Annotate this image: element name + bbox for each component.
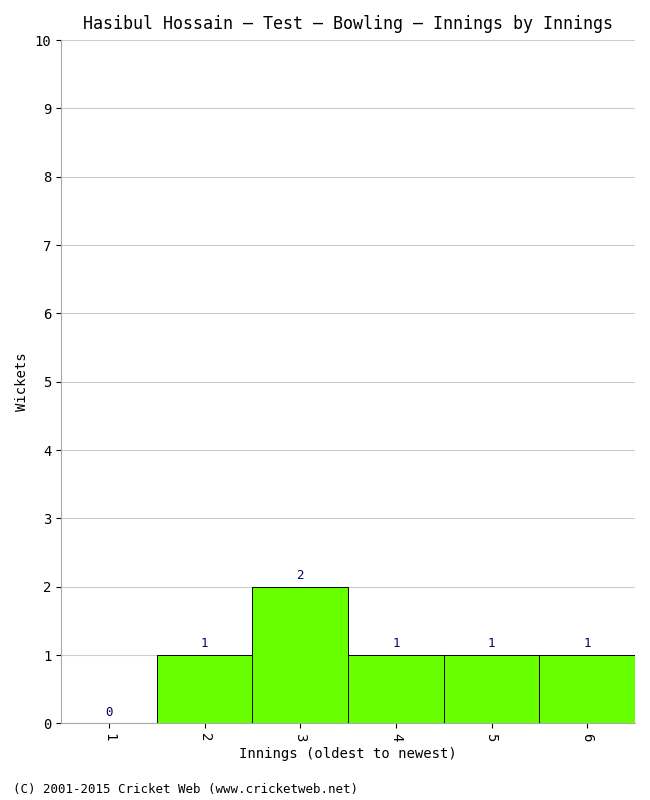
Bar	[540, 655, 635, 723]
Text: 1: 1	[201, 638, 208, 650]
Bar	[252, 586, 348, 723]
Text: 1: 1	[584, 638, 591, 650]
Text: (C) 2001-2015 Cricket Web (www.cricketweb.net): (C) 2001-2015 Cricket Web (www.cricketwe…	[13, 783, 358, 796]
Title: Hasibul Hossain – Test – Bowling – Innings by Innings: Hasibul Hossain – Test – Bowling – Innin…	[83, 15, 613, 33]
Y-axis label: Wickets: Wickets	[15, 353, 29, 411]
Bar	[348, 655, 444, 723]
Text: 0: 0	[105, 706, 112, 718]
Bar	[157, 655, 252, 723]
Text: 2: 2	[296, 569, 304, 582]
Text: 1: 1	[488, 638, 495, 650]
Text: 1: 1	[392, 638, 400, 650]
Bar	[444, 655, 540, 723]
X-axis label: Innings (oldest to newest): Innings (oldest to newest)	[239, 747, 457, 761]
